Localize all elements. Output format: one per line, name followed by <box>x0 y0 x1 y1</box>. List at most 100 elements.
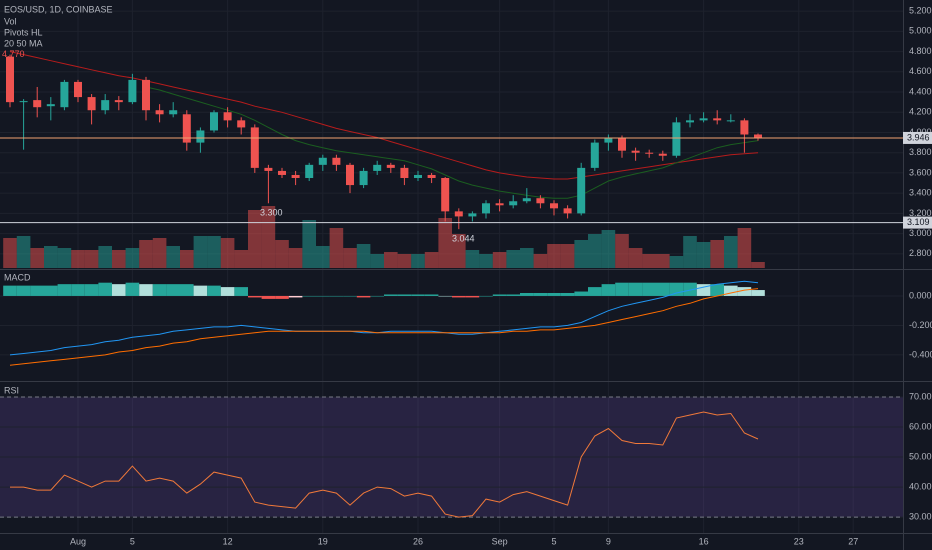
x-tick-label: 9 <box>606 536 611 546</box>
x-tick-label: 23 <box>794 536 804 546</box>
last-price-tag <box>903 131 932 144</box>
x-tick-label: 12 <box>223 536 233 546</box>
macd-histogram-bar <box>452 295 466 298</box>
candle-body <box>318 157 327 165</box>
candle-body <box>264 167 273 171</box>
volume-bar <box>3 238 17 268</box>
volume-bar <box>615 234 629 268</box>
candle-body <box>631 150 640 153</box>
macd-histogram-bar <box>44 285 58 296</box>
volume-bar <box>343 248 357 268</box>
volume-bar <box>356 244 371 268</box>
candle-body <box>305 164 314 178</box>
candle-body <box>19 101 28 103</box>
macd-histogram-bar <box>411 294 425 296</box>
macd-histogram-bar <box>125 282 140 296</box>
volume-bar <box>207 236 221 268</box>
candle-body <box>441 177 450 212</box>
last-price-label: 3.946 <box>907 132 930 142</box>
macd-histogram-bar <box>724 285 738 296</box>
y-tick-label: -0.400 <box>909 349 932 359</box>
candle-body <box>332 157 341 165</box>
macd-histogram-bar <box>30 285 44 296</box>
candle-body <box>346 164 354 186</box>
macd-histogram-bar <box>71 284 85 296</box>
macd-histogram-bar <box>656 282 670 296</box>
volume-bar <box>139 240 153 268</box>
volume-bar <box>220 238 235 268</box>
x-tick-label: 16 <box>699 536 709 546</box>
macd-histogram-bar <box>152 284 167 296</box>
indicator-label: 20 50 MA <box>4 38 43 48</box>
volume-bar <box>302 220 316 268</box>
y-tick-label: 3.400 <box>909 188 932 198</box>
candle-body <box>386 164 395 168</box>
macd-histogram-bar <box>424 294 439 296</box>
candle-body <box>182 114 191 143</box>
macd-histogram-bar <box>492 294 507 296</box>
candle-body <box>618 137 626 151</box>
macd-histogram-bar <box>275 295 289 299</box>
macd-histogram-bar <box>710 284 724 296</box>
candle-body <box>60 81 69 108</box>
macd-histogram-bar <box>302 295 316 297</box>
macd-histogram-bar <box>370 295 384 297</box>
candle-body <box>400 167 409 178</box>
candle-body <box>291 174 300 178</box>
macd-histogram-bar <box>98 282 112 296</box>
volume-bar <box>44 246 58 268</box>
volume-bar <box>411 254 425 268</box>
pivot-tag <box>903 216 932 229</box>
candle-body <box>223 112 232 121</box>
candle-body <box>373 164 382 171</box>
macd-histogram-bar <box>261 295 276 299</box>
macd-histogram-bar <box>288 295 303 298</box>
volume-bar <box>424 252 439 268</box>
candle-body <box>550 203 558 209</box>
volume-bar <box>370 254 384 268</box>
volume-bar <box>275 240 289 268</box>
volume-bar <box>588 234 602 268</box>
macd-histogram-bar <box>438 295 452 297</box>
candle-body <box>686 120 694 123</box>
macd-histogram-bar <box>683 282 697 296</box>
volume-bar <box>152 238 167 268</box>
candle-body <box>563 208 572 214</box>
marks <box>0 51 903 518</box>
volume-bar <box>180 250 194 268</box>
macd-histogram-bar <box>3 285 17 296</box>
volume-bar <box>248 210 262 268</box>
pane-title: RSI <box>4 385 19 395</box>
candle-body <box>536 198 545 204</box>
volume-bar <box>724 236 738 268</box>
volume-bar <box>465 250 480 268</box>
y-tick-label: 70.00 <box>909 391 932 401</box>
y-tick-label: 3.200 <box>909 208 932 218</box>
x-tick-label: 5 <box>551 536 556 546</box>
x-tick-label: 19 <box>318 536 328 546</box>
volume-bar <box>737 228 752 268</box>
y-tick-label: 40.00 <box>909 481 932 491</box>
candle-body <box>210 112 218 131</box>
pivot-annotation: 4.770 <box>2 49 25 59</box>
macd-histogram-bar <box>207 285 221 296</box>
macd-line <box>9 280 759 356</box>
candle-body <box>101 100 110 111</box>
volume-bar <box>438 218 452 268</box>
candle-body <box>427 174 436 178</box>
volume-bar <box>98 246 112 268</box>
pane-title: MACD <box>4 272 31 282</box>
macd-histogram-bar <box>234 287 248 296</box>
indicator-label: Pivots HL <box>4 27 43 37</box>
candle-body <box>237 120 246 128</box>
macd-histogram-bar <box>329 295 344 297</box>
macd-histogram-bar <box>384 294 398 296</box>
volume-bar <box>125 248 140 268</box>
candle-body <box>645 152 654 154</box>
candle-body <box>359 170 368 186</box>
candle-body <box>128 79 137 103</box>
volume-bar <box>329 228 344 268</box>
candle-body <box>604 137 613 143</box>
y-tick-label: 60.00 <box>909 421 932 431</box>
